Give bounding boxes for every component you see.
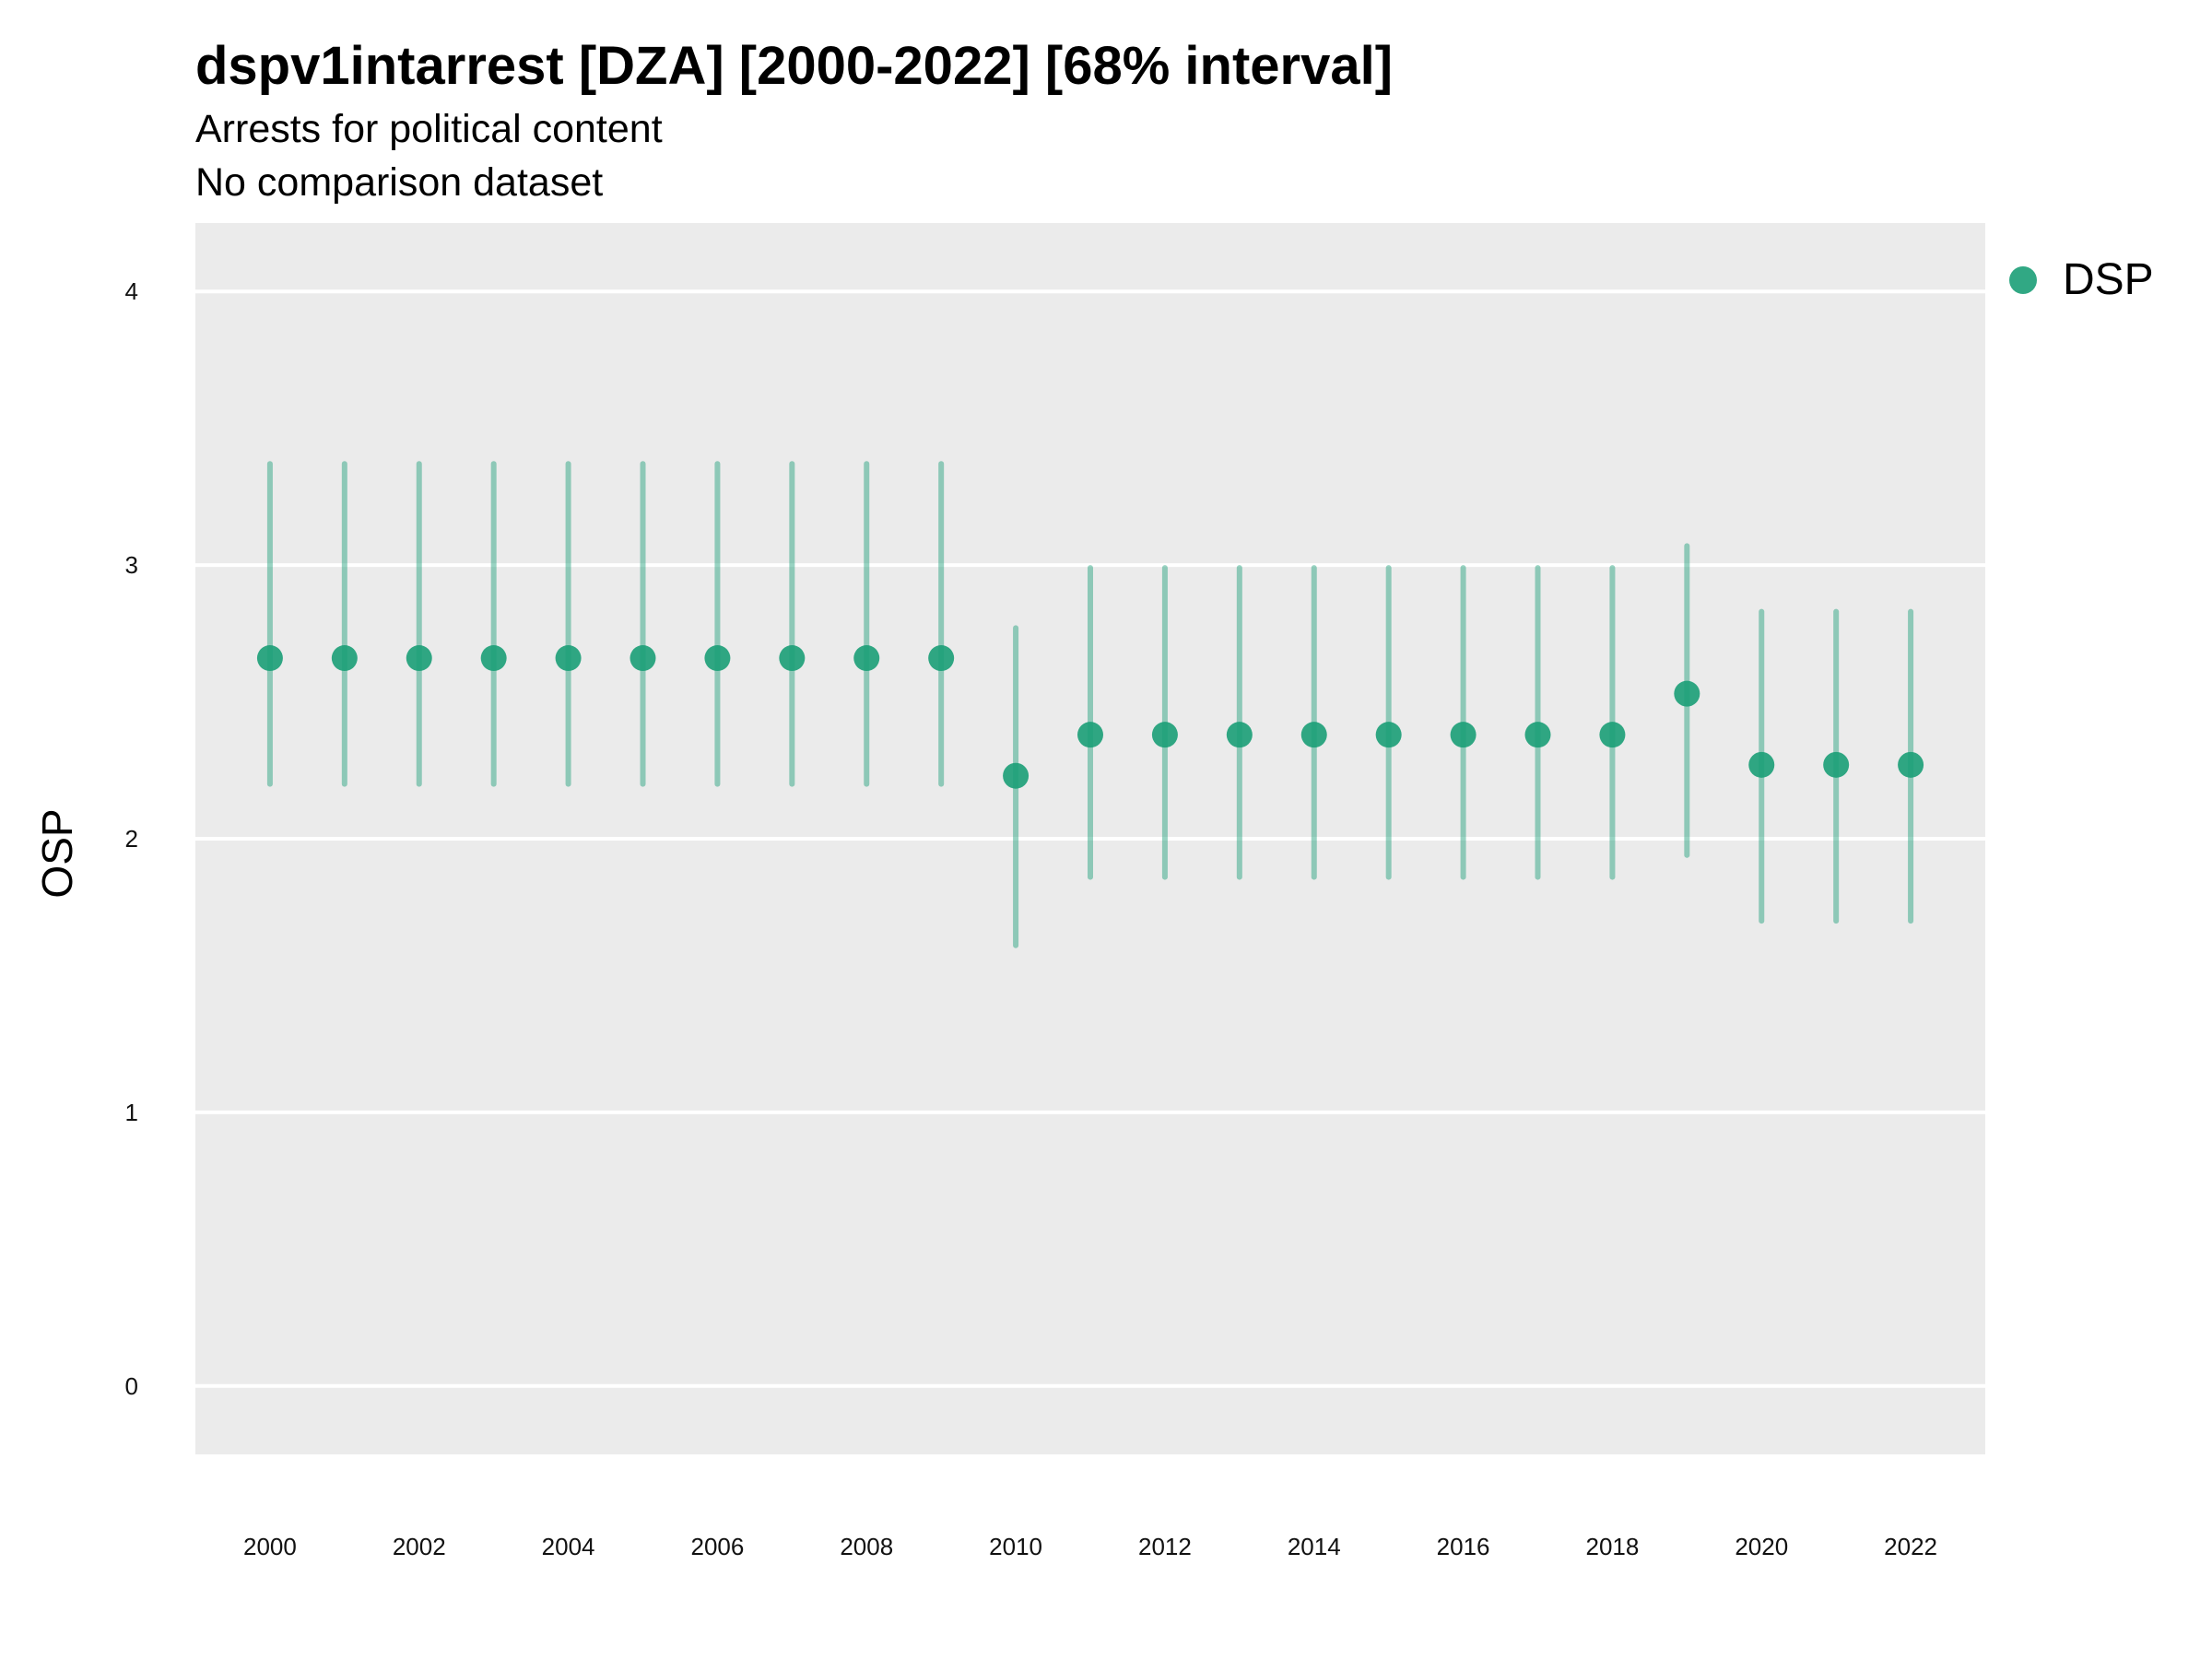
x-tick-label: 2012 [1138, 1533, 1192, 1560]
data-point [406, 645, 432, 672]
chart-subtitle: Arrests for political content [195, 107, 663, 151]
data-point [1151, 722, 1178, 748]
y-tick-label: 4 [125, 277, 138, 305]
y-tick-label: 2 [125, 825, 138, 853]
x-tick-label: 2010 [989, 1533, 1042, 1560]
x-tick-label: 2018 [1585, 1533, 1639, 1560]
x-tick-label: 2008 [840, 1533, 893, 1560]
data-point [1748, 751, 1775, 778]
x-tick-label: 2004 [542, 1533, 595, 1560]
data-point [1226, 722, 1253, 748]
x-tick-label: 2022 [1884, 1533, 1937, 1560]
x-tick-label: 2020 [1735, 1533, 1788, 1560]
data-point [1674, 680, 1700, 707]
x-tick-label: 2002 [393, 1533, 446, 1560]
legend-label: DSP [2063, 255, 2154, 304]
legend-marker [2009, 265, 2037, 294]
y-tick-label: 1 [125, 1099, 138, 1126]
data-point [1823, 751, 1850, 778]
x-tick-label: 2014 [1288, 1533, 1341, 1560]
data-point [1375, 722, 1402, 748]
data-point [1524, 722, 1551, 748]
chart-subtitle-2: No comparison dataset [195, 160, 604, 205]
data-point [928, 645, 955, 672]
data-point [1450, 722, 1477, 748]
data-point [480, 645, 507, 672]
data-point [256, 645, 283, 672]
x-tick-label: 2006 [690, 1533, 744, 1560]
data-point [779, 645, 806, 672]
x-tick-label: 2000 [243, 1533, 297, 1560]
data-point [331, 645, 358, 672]
data-point [1077, 722, 1103, 748]
legend: DSP [2009, 254, 2154, 305]
data-point [1300, 722, 1327, 748]
chart-title: dspv1intarrest [DZA] [2000-2022] [68% in… [195, 36, 1394, 96]
data-point [704, 645, 731, 672]
data-point [853, 645, 880, 672]
data-point [1003, 762, 1030, 789]
y-tick-label: 0 [125, 1372, 138, 1400]
data-point [1898, 751, 1924, 778]
data-point [629, 645, 656, 672]
x-tick-label: 2016 [1437, 1533, 1490, 1560]
y-tick-label: 3 [125, 551, 138, 579]
data-point [1599, 722, 1626, 748]
data-point [555, 645, 582, 672]
